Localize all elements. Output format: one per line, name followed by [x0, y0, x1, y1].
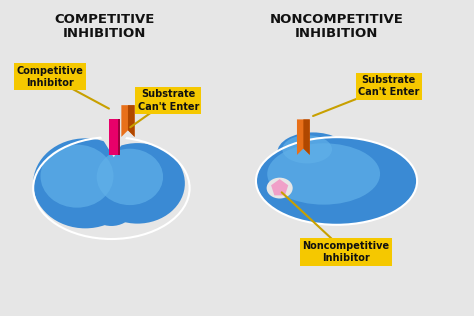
Polygon shape: [303, 119, 310, 155]
Polygon shape: [128, 105, 135, 137]
Text: Noncompetitive
Inhibitor: Noncompetitive Inhibitor: [302, 241, 390, 263]
Polygon shape: [96, 122, 132, 157]
Ellipse shape: [277, 132, 348, 173]
Polygon shape: [271, 179, 288, 195]
FancyBboxPatch shape: [118, 119, 119, 155]
Polygon shape: [121, 105, 135, 137]
FancyBboxPatch shape: [109, 119, 118, 155]
Text: COMPETITIVE
INHIBITION: COMPETITIVE INHIBITION: [54, 13, 155, 40]
Ellipse shape: [78, 145, 145, 226]
Text: Substrate
Can't Enter: Substrate Can't Enter: [137, 89, 199, 112]
Text: NONCOMPETITIVE
INHIBITION: NONCOMPETITIVE INHIBITION: [270, 13, 403, 40]
Ellipse shape: [267, 143, 380, 205]
Ellipse shape: [90, 143, 185, 224]
Ellipse shape: [282, 135, 332, 163]
Ellipse shape: [33, 138, 137, 228]
Ellipse shape: [40, 145, 113, 208]
Text: Competitive
Inhibitor: Competitive Inhibitor: [16, 65, 83, 88]
Ellipse shape: [256, 137, 417, 225]
Text: Substrate
Can't Enter: Substrate Can't Enter: [358, 75, 419, 97]
Ellipse shape: [97, 149, 163, 205]
Ellipse shape: [266, 178, 293, 198]
Polygon shape: [297, 119, 310, 155]
